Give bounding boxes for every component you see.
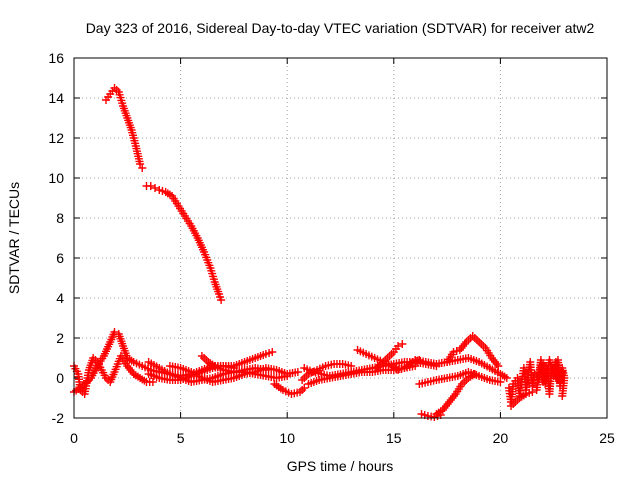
data-points (70, 84, 569, 421)
data-point-marker (268, 348, 277, 356)
y-tick-label: 16 (48, 50, 64, 66)
y-tick-label: 0 (56, 370, 64, 386)
data-point-marker (300, 384, 309, 392)
y-tick-label: 4 (56, 290, 64, 306)
data-point-marker (148, 378, 157, 386)
series-low-21 (507, 388, 537, 410)
data-point-marker (138, 164, 147, 172)
data-point-marker (217, 296, 226, 304)
x-axis-label: GPS time / hours (287, 458, 394, 474)
y-tick-label: 12 (48, 130, 64, 146)
data-point-marker (293, 368, 302, 376)
series-mid-band-3 (298, 360, 356, 384)
y-tick-label: 8 (56, 210, 64, 226)
y-tick-label: 2 (56, 330, 64, 346)
series-high-arc-2 (142, 182, 226, 304)
series-bottom-17 (417, 410, 445, 421)
x-tick-label: 25 (599, 430, 615, 446)
data-point-marker (394, 342, 403, 350)
series-peak-15 (372, 340, 407, 372)
data-point-marker (470, 370, 479, 378)
data-point-marker (398, 340, 407, 348)
series-band-d (197, 352, 270, 376)
chart-title: Day 323 of 2016, Sidereal Day-to-day VTE… (86, 20, 595, 36)
y-tick-label: 10 (48, 170, 64, 186)
data-point-marker (494, 362, 503, 370)
data-point-marker (261, 366, 270, 374)
data-point-marker (558, 392, 567, 400)
data-point-marker (502, 374, 511, 382)
data-point-marker (528, 388, 537, 396)
x-tick-label: 10 (279, 430, 295, 446)
series-band-16-a (411, 354, 511, 382)
y-axis-label: SDTVAR / TECUs (6, 182, 22, 294)
series-dip-10 (270, 380, 309, 398)
series-rise-17-18 (432, 370, 479, 418)
series-cluster-22-23 (532, 356, 569, 400)
data-point-marker (496, 378, 505, 386)
data-point-marker (347, 362, 356, 370)
x-tick-label: 0 (70, 430, 78, 446)
y-tick-label: -2 (52, 410, 65, 426)
series-early-band (70, 352, 157, 398)
y-tick-label: 6 (56, 250, 64, 266)
data-point-marker (151, 184, 160, 192)
x-tick-label: 5 (177, 430, 185, 446)
series-peak-18 (443, 332, 503, 370)
series-band-c (165, 362, 302, 386)
y-tick-label: 14 (48, 90, 64, 106)
plot-frame (73, 57, 608, 419)
tick-labels: 0 5 10 15 20 25 -2 0 2 4 6 8 10 12 14 16 (48, 50, 615, 446)
series-high-arc-1 (101, 84, 147, 172)
data-point-marker (146, 182, 155, 190)
x-tick-label: 20 (493, 430, 509, 446)
data-point-marker (110, 328, 119, 336)
x-tick-label: 15 (386, 430, 402, 446)
